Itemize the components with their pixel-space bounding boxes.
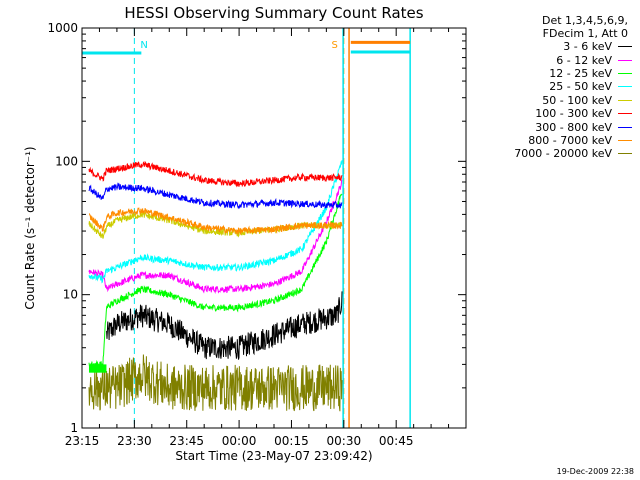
- legend-swatch: [618, 113, 632, 115]
- legend-item: 25 - 50 keV: [498, 80, 632, 93]
- x-tick-label: 00:00: [222, 434, 257, 448]
- legend-label: 800 - 7000 keV: [528, 133, 612, 147]
- legend-swatch: [618, 59, 632, 61]
- x-tick-label: 00:45: [379, 434, 414, 448]
- x-tick-label: 23:15: [65, 434, 100, 448]
- legend-swatch: [618, 139, 632, 141]
- chart-title: HESSI Observing Summary Count Rates: [124, 4, 423, 22]
- x-tick-label: 23:30: [117, 434, 152, 448]
- series-line-6: [88, 182, 343, 210]
- legend-item: 3 - 6 keV: [498, 40, 632, 53]
- legend-item: 6 - 12 keV: [498, 53, 632, 67]
- legend-swatch: [618, 86, 632, 88]
- legend-label: 6 - 12 keV: [556, 53, 612, 67]
- legend-item: 300 - 800 keV: [498, 120, 632, 134]
- legend-label: 300 - 800 keV: [535, 120, 612, 134]
- marker-label: S: [331, 40, 337, 51]
- y-tick-label: 1: [70, 421, 78, 435]
- series-line-5: [88, 160, 343, 188]
- legend: Det 1,3,4,5,6,9, FDecim 1, Att 0 3 - 6 k…: [498, 14, 632, 161]
- legend-label: 12 - 25 keV: [549, 66, 612, 80]
- x-tick-label: 00:30: [327, 434, 362, 448]
- legend-label: 25 - 50 keV: [549, 80, 612, 94]
- x-axis-label: Start Time (23-May-07 23:09:42): [175, 449, 372, 463]
- legend-item: 12 - 25 keV: [498, 67, 632, 80]
- legend-label: 3 - 6 keV: [563, 40, 612, 54]
- x-tick-label: 00:15: [274, 434, 309, 448]
- series-line-1: [88, 178, 343, 295]
- series-12-25-early-block: [88, 364, 107, 373]
- legend-header-2: FDecim 1, Att 0: [542, 27, 628, 40]
- x-tick-label: 23:45: [169, 434, 204, 448]
- legend-swatch: [618, 72, 632, 74]
- legend-swatch: [618, 126, 632, 128]
- marker-label: N: [140, 40, 147, 51]
- footer-date: 19-Dec-2009 22:38: [556, 467, 634, 476]
- legend-item: 50 - 100 keV: [498, 94, 632, 107]
- y-tick-label: 100: [55, 154, 78, 168]
- legend-label: 50 - 100 keV: [542, 93, 612, 107]
- y-tick-label: 1000: [47, 21, 78, 35]
- legend-item: 7000 - 20000 keV: [498, 147, 632, 160]
- series-line-8: [88, 354, 343, 412]
- legend-swatch: [618, 153, 632, 155]
- legend-swatch: [618, 46, 632, 48]
- series-line-3: [88, 160, 343, 284]
- y-tick-label: 10: [63, 288, 78, 302]
- legend-item: 800 - 7000 keV: [498, 134, 632, 147]
- legend-swatch: [618, 99, 632, 101]
- series-line-0: [106, 291, 343, 360]
- legend-label: 100 - 300 keV: [535, 107, 612, 121]
- legend-item: 100 - 300 keV: [498, 107, 632, 120]
- legend-header-1: Det 1,3,4,5,6,9,: [541, 14, 628, 27]
- series-line-7: [88, 207, 343, 235]
- y-axis-label: Count Rate (s⁻¹ detector⁻¹): [23, 146, 37, 309]
- series-line-2: [88, 193, 343, 368]
- legend-label: 7000 - 20000 keV: [514, 147, 612, 161]
